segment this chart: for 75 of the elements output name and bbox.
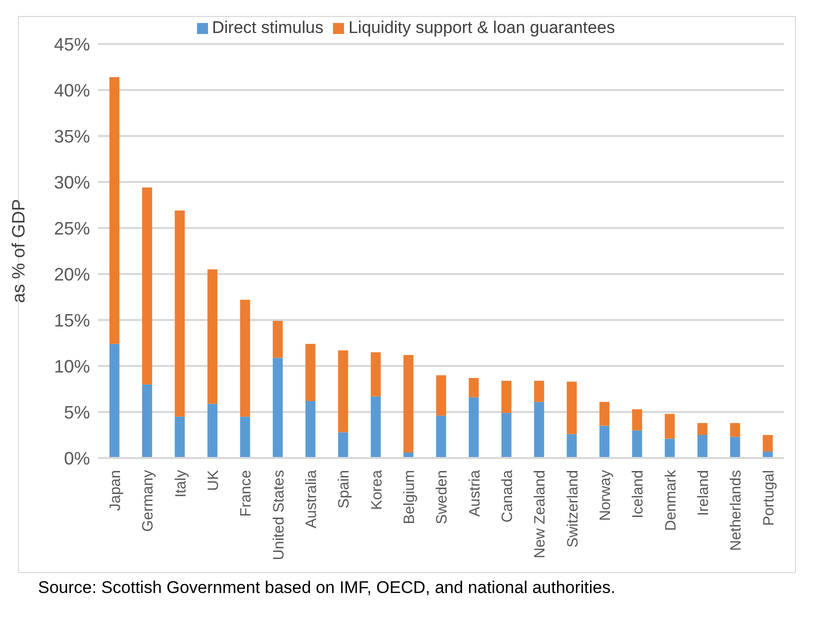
x-tick-label: Japan — [106, 470, 124, 511]
bar — [403, 354, 414, 452]
x-tick-label: UK — [204, 470, 222, 491]
y-tick-label: 30% — [54, 172, 90, 192]
bar — [142, 384, 152, 458]
x-tick-label: Germany — [140, 470, 157, 532]
x-tick-label: Denmark — [662, 470, 680, 531]
bar — [566, 434, 577, 458]
bar — [240, 300, 250, 417]
x-tick-label: Sweden — [434, 470, 451, 524]
x-tick-label: Belgium — [400, 470, 418, 524]
bar — [174, 416, 185, 458]
y-tick-label: 10% — [54, 356, 90, 376]
x-tick-label: United States — [270, 470, 288, 560]
x-tick-label: Spain — [336, 470, 353, 508]
bar — [174, 210, 185, 417]
y-tick-label: 40% — [54, 80, 90, 100]
bar — [632, 430, 642, 458]
y-tick-label: 45% — [54, 34, 90, 54]
y-axis-title: as % of GDP — [8, 198, 28, 304]
bar — [664, 438, 675, 458]
x-tick-label: Iceland — [630, 470, 647, 518]
x-tick-label: Austria — [466, 469, 484, 517]
bar — [501, 412, 512, 458]
bar — [468, 397, 479, 458]
x-tick-label: Canada — [498, 469, 516, 523]
bar — [207, 269, 218, 404]
bar — [697, 435, 708, 458]
x-tick-label: Australia — [302, 469, 320, 528]
bar — [697, 423, 708, 435]
bar — [534, 380, 544, 402]
x-tick-label: New Zealand — [532, 470, 549, 558]
y-tick-label: 20% — [54, 264, 90, 284]
bar — [109, 344, 120, 458]
bar — [468, 378, 479, 398]
bar — [142, 188, 152, 384]
x-tick-label: Korea — [368, 469, 386, 510]
legend-label: Direct stimulus — [212, 18, 324, 37]
y-tick-label: 0% — [64, 448, 90, 468]
bar — [534, 402, 544, 458]
bar — [436, 375, 446, 416]
bar — [730, 436, 740, 458]
bar — [664, 414, 675, 439]
bar — [599, 402, 610, 426]
x-tick-label: France — [238, 470, 255, 517]
x-tick-label: Italy — [172, 470, 190, 498]
bar — [240, 416, 250, 458]
bar — [272, 320, 283, 358]
bar — [305, 400, 316, 458]
bar — [599, 426, 610, 458]
x-tick-label: Netherlands — [728, 470, 745, 551]
bar — [338, 350, 348, 432]
source-note: Source: Scottish Government based on IMF, OECD, and national authorities. — [38, 578, 616, 598]
bar — [632, 409, 642, 430]
bar — [501, 380, 512, 413]
bar — [370, 396, 381, 458]
bar — [566, 382, 577, 434]
x-tick-label: Portugal — [760, 470, 778, 526]
x-tick-label: Switzerland — [564, 470, 582, 548]
y-tick-label: 25% — [54, 218, 90, 238]
bar — [272, 358, 283, 458]
bar — [338, 432, 348, 458]
bar — [109, 77, 120, 344]
bar — [207, 404, 218, 458]
bar — [730, 423, 740, 437]
bar — [762, 435, 773, 452]
bar — [305, 344, 316, 401]
bar — [370, 352, 381, 396]
x-tick-label: Ireland — [694, 470, 712, 516]
legend-label: Liquidity support & loan guarantees — [348, 18, 615, 37]
y-tick-label: 5% — [64, 402, 90, 422]
x-tick-label: Norway — [596, 470, 614, 521]
y-tick-label: 35% — [54, 126, 90, 146]
bar — [436, 416, 446, 458]
y-tick-label: 15% — [54, 310, 90, 330]
